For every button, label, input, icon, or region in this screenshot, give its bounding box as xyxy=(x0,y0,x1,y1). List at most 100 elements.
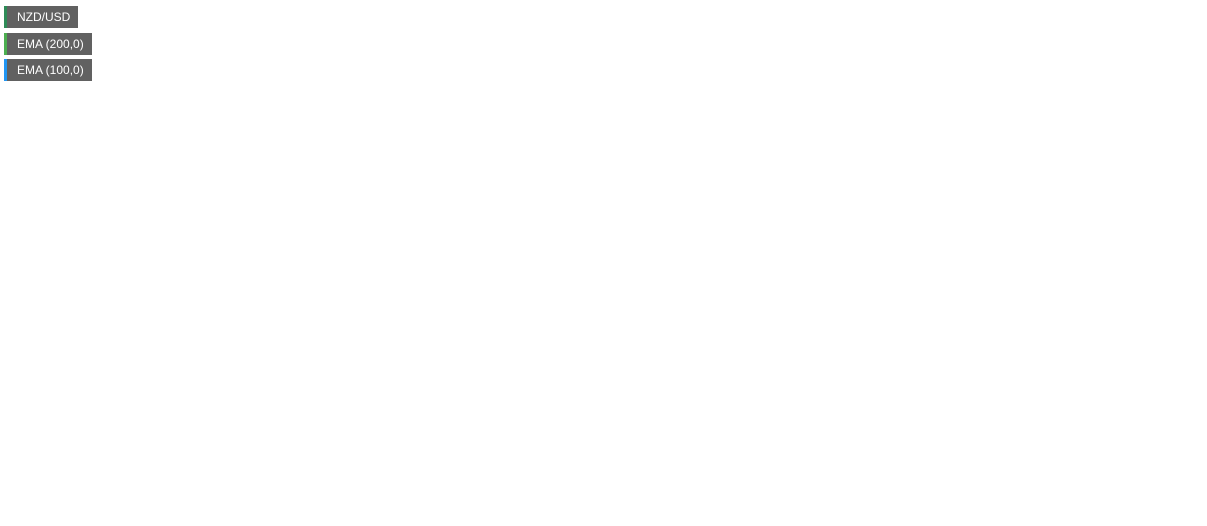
candle-body xyxy=(165,33,173,52)
x-tick-label: 12 xyxy=(835,508,847,520)
x-tick-label: 13 xyxy=(860,508,872,520)
y-tick-label: 0.6200 xyxy=(1079,387,1113,399)
x-tick-label: 18 xyxy=(937,508,949,520)
ema100-line xyxy=(0,68,1109,302)
x-tick-label: 4 xyxy=(103,508,109,520)
rsi-line xyxy=(1,455,1109,479)
x-tick-label: 6 xyxy=(735,508,741,520)
candle-body xyxy=(771,294,779,305)
candle-body xyxy=(1028,304,1036,310)
y-tick-label: 0.6600 xyxy=(1079,207,1113,219)
channel-lower-line xyxy=(860,273,1123,404)
candle-body xyxy=(114,45,122,57)
y-tick-label: 0.6700 xyxy=(1079,162,1113,174)
candle-body xyxy=(216,69,224,82)
channel-upper-line xyxy=(848,222,1123,353)
candle-body xyxy=(641,259,649,276)
x-tick-label: 21 xyxy=(433,508,445,520)
ema100-annotation: 100-EMA xyxy=(764,224,823,240)
candle-body xyxy=(447,124,455,145)
fib-label: 100.0% xyxy=(123,2,161,14)
candle-body xyxy=(1079,270,1087,276)
x-tick-label: 7 xyxy=(179,508,185,520)
x-tick-label: 5 xyxy=(709,508,715,520)
y-tick-label: 0.6150 xyxy=(1079,410,1113,422)
candle-body xyxy=(524,184,532,212)
candle-body xyxy=(746,243,754,295)
candle-body xyxy=(1003,309,1011,325)
y-tick-label: 0.6550 xyxy=(1079,230,1113,242)
y-tick-label: 0.6500 xyxy=(1137,252,1171,264)
rsi-legend-label: RSI (14,70,30,1) xyxy=(12,438,100,452)
candle-body xyxy=(396,135,404,155)
ema200-annotation: 200-EMA xyxy=(588,154,647,170)
x-tick-label: Mar xyxy=(1,508,20,520)
candle-body xyxy=(498,135,506,185)
x-tick-label: 3 xyxy=(658,508,664,520)
candle-body xyxy=(720,243,728,284)
candle-body xyxy=(1054,275,1062,305)
x-tick-label: 19 xyxy=(962,508,974,520)
x-tick-label: 8 xyxy=(205,508,211,520)
candle-body xyxy=(926,356,934,375)
candle-body xyxy=(976,324,984,326)
x-tick-label: 16 xyxy=(886,508,898,520)
candle-body xyxy=(951,324,959,357)
candle-body xyxy=(421,144,429,155)
candle-body xyxy=(823,329,831,350)
candle-body xyxy=(874,344,882,375)
rsi-overbought-zone xyxy=(1,431,1068,453)
y-tick-label: 0.7000 xyxy=(1079,27,1113,39)
x-tick-label: 26 xyxy=(510,508,522,520)
candle-body xyxy=(294,90,302,111)
x-tick-label: 20 xyxy=(989,508,1001,520)
x-tick-label: 5 xyxy=(128,508,134,520)
x-tick-label: 11 xyxy=(227,508,238,520)
y-tick-label: 0.6850 xyxy=(1079,94,1113,106)
y-tick-label: 0.7050 xyxy=(1079,4,1113,16)
candle-body xyxy=(473,124,481,136)
candle-body xyxy=(241,81,249,100)
x-tick-label: 20 xyxy=(407,508,419,520)
x-tick-label: 14 xyxy=(305,508,317,520)
fib-label: 23.6% xyxy=(123,285,154,297)
x-tick-label: 25 xyxy=(1065,508,1077,520)
x-tick-label: 24 xyxy=(1040,508,1052,520)
rsi-tick-label: 0.0000 xyxy=(1079,493,1113,505)
y-tick-label: 0.6300 xyxy=(1079,342,1113,354)
x-tick-label: 11 xyxy=(809,508,820,520)
fib-label: 61.8% xyxy=(123,144,154,156)
y-tick-label: 0.6250 xyxy=(1079,365,1113,377)
candle-body xyxy=(900,374,908,376)
y-tick-label: 0.6350 xyxy=(1079,320,1113,332)
candle-body xyxy=(797,304,805,330)
candle-body xyxy=(618,229,626,260)
x-tick-label: 2 xyxy=(630,508,636,520)
x-tick-label: May xyxy=(600,508,621,520)
legend-ema100: EMA (100,0) xyxy=(4,59,92,81)
x-tick-label: 12 xyxy=(253,508,265,520)
candle-body xyxy=(575,206,583,230)
y-tick-label: 0.6750 xyxy=(1079,139,1113,151)
x-tick-label: 28 xyxy=(561,508,573,520)
x-tick-label: Apr xyxy=(46,508,63,520)
x-tick-label: 27 xyxy=(535,508,547,520)
x-tick-label: 23 xyxy=(1014,508,1026,520)
x-tick-label: 25 xyxy=(484,508,496,520)
x-tick-label: 13 xyxy=(280,508,292,520)
y-tick-label: 0.6650 xyxy=(1079,184,1113,196)
rsi-legend-strip xyxy=(4,436,7,454)
current-price-badge xyxy=(1073,244,1131,263)
y-tick-label: 0.6800 xyxy=(1079,117,1113,129)
rsi-oversold-zone xyxy=(1,477,1068,499)
fib-label: 50.0% xyxy=(123,188,154,200)
x-tick-label: 3 xyxy=(77,508,83,520)
legend-ema200: EMA (200,0) xyxy=(4,33,92,55)
fib-label: 0.0% xyxy=(123,373,148,385)
candle-body xyxy=(345,126,353,131)
x-tick-label: 6 xyxy=(154,508,160,520)
candle-body xyxy=(190,51,198,70)
x-tick-label: 26 xyxy=(1090,508,1102,520)
x-tick-label: 4 xyxy=(683,508,689,520)
